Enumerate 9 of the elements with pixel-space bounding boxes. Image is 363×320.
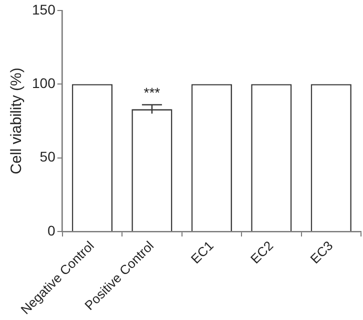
y-tick-label: 150	[32, 1, 56, 18]
annotation: ***	[144, 84, 161, 101]
x-tick-label: EC2	[248, 238, 276, 267]
x-tick-label: EC3	[307, 238, 336, 267]
x-tick-label: EC1	[188, 238, 216, 267]
y-tick-label: 100	[32, 74, 56, 91]
y-tick-label: 50	[40, 148, 56, 165]
y-axis-title: Cell viability (%)	[8, 68, 26, 174]
y-tick-label: 0	[48, 222, 56, 238]
